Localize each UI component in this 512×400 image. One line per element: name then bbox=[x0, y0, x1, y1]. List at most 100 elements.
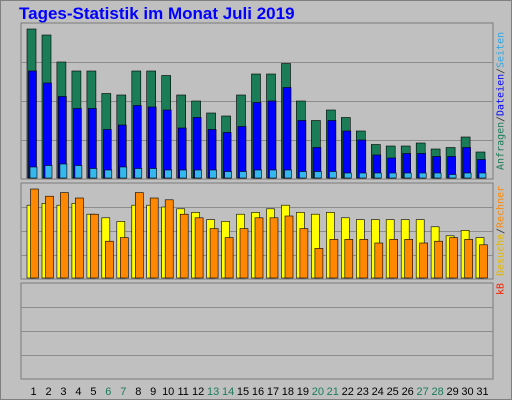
bar-rechner-18 bbox=[284, 215, 294, 279]
bar-seiten-1 bbox=[29, 166, 38, 179]
day-label-5: 5 bbox=[90, 386, 96, 398]
bar-rechner-21 bbox=[329, 239, 339, 279]
bar-seiten-21 bbox=[329, 171, 337, 179]
bar-seiten-20 bbox=[314, 171, 322, 179]
day-label-30: 30 bbox=[461, 386, 473, 398]
bar-rechner-27 bbox=[419, 242, 429, 279]
bar-rechner-13 bbox=[209, 228, 219, 279]
legend-dateien: Dateien bbox=[495, 73, 507, 117]
bar-rechner-19 bbox=[299, 228, 309, 279]
bar-rechner-16 bbox=[254, 217, 264, 279]
bar-seiten-25 bbox=[388, 172, 397, 179]
bar-seiten-23 bbox=[358, 172, 367, 179]
day-label-21: 21 bbox=[327, 386, 339, 398]
bar-rechner-10 bbox=[164, 199, 174, 279]
bar-dateien-23 bbox=[357, 139, 367, 179]
bar-dateien-17 bbox=[267, 100, 277, 179]
bar-seiten-9 bbox=[149, 168, 157, 179]
bar-dateien-14 bbox=[222, 132, 232, 179]
bar-seiten-4 bbox=[74, 165, 83, 179]
bar-rechner-26 bbox=[404, 239, 414, 279]
legend-visits: Besuche / Rechner bbox=[492, 183, 510, 279]
bar-rechner-5 bbox=[90, 213, 99, 279]
day-label-14: 14 bbox=[222, 386, 234, 398]
bar-rechner-1 bbox=[30, 188, 39, 279]
bar-dateien-10 bbox=[162, 109, 172, 179]
bar-seiten-10 bbox=[164, 169, 172, 179]
bar-seiten-27 bbox=[418, 172, 427, 179]
bar-seiten-2 bbox=[44, 165, 53, 179]
legend-rechner: Rechner bbox=[495, 185, 507, 228]
bar-dateien-15 bbox=[237, 126, 247, 179]
bar-rechner-8 bbox=[135, 192, 144, 279]
bar-seiten-24 bbox=[373, 172, 382, 179]
day-label-18: 18 bbox=[282, 386, 294, 398]
legend-requests: Anfragen / Dateien / Seiten bbox=[492, 23, 510, 179]
day-label-31: 31 bbox=[476, 386, 488, 398]
bar-rechner-24 bbox=[374, 242, 384, 279]
chart-title: Tages-Statistik im Monat Juli 2019 bbox=[19, 4, 295, 23]
bar-dateien-19 bbox=[297, 120, 307, 179]
bar-rechner-6 bbox=[105, 240, 114, 279]
bar-seiten-31 bbox=[478, 172, 487, 179]
bar-rechner-14 bbox=[224, 237, 234, 279]
bar-seiten-3 bbox=[59, 163, 68, 179]
day-label-26: 26 bbox=[402, 386, 414, 398]
bar-seiten-8 bbox=[134, 168, 143, 179]
bar-rechner-28 bbox=[434, 240, 443, 279]
bar-dateien-21 bbox=[327, 120, 337, 179]
bar-seiten-14 bbox=[224, 171, 232, 179]
bar-rechner-17 bbox=[269, 217, 279, 279]
bar-seiten-28 bbox=[433, 172, 442, 179]
bar-seiten-26 bbox=[403, 172, 412, 179]
bar-seiten-11 bbox=[179, 169, 187, 179]
day-label-24: 24 bbox=[372, 386, 384, 398]
day-label-6: 6 bbox=[105, 386, 111, 398]
day-label-3: 3 bbox=[60, 386, 66, 398]
bar-dateien-12 bbox=[192, 117, 202, 179]
bar-seiten-29 bbox=[448, 174, 457, 179]
day-label-19: 19 bbox=[297, 386, 309, 398]
day-label-9: 9 bbox=[150, 386, 156, 398]
day-label-4: 4 bbox=[75, 386, 81, 398]
bar-dateien-18 bbox=[282, 87, 292, 179]
day-label-17: 17 bbox=[267, 386, 279, 398]
day-label-16: 16 bbox=[252, 386, 264, 398]
bar-seiten-30 bbox=[463, 172, 472, 179]
legend-anfragen: Anfragen bbox=[495, 122, 507, 171]
day-label-29: 29 bbox=[446, 386, 458, 398]
bar-rechner-7 bbox=[120, 237, 129, 279]
bar-rechner-20 bbox=[314, 248, 324, 279]
bar-seiten-12 bbox=[194, 169, 202, 179]
legend-kb: kB bbox=[495, 283, 507, 296]
bar-rechner-22 bbox=[344, 239, 354, 279]
bar-seiten-16 bbox=[254, 169, 262, 179]
bar-seiten-22 bbox=[343, 172, 352, 179]
bar-rechner-9 bbox=[149, 197, 159, 279]
day-label-12: 12 bbox=[192, 386, 204, 398]
bar-seiten-7 bbox=[119, 166, 128, 179]
day-label-28: 28 bbox=[431, 386, 443, 398]
legend-separator: / bbox=[495, 227, 507, 235]
day-label-22: 22 bbox=[342, 386, 354, 398]
bar-dateien-1 bbox=[28, 70, 37, 179]
bar-dateien-8 bbox=[133, 105, 142, 179]
bar-rechner-3 bbox=[60, 192, 69, 279]
day-label-20: 20 bbox=[312, 386, 324, 398]
bar-rechner-30 bbox=[464, 239, 473, 279]
bar-seiten-19 bbox=[299, 171, 307, 179]
bar-rechner-11 bbox=[179, 213, 189, 279]
legend-seiten: Seiten bbox=[495, 31, 507, 68]
bar-seiten-5 bbox=[89, 168, 98, 179]
legend-separator: / bbox=[495, 116, 507, 123]
bar-rechner-31 bbox=[479, 244, 488, 279]
legend-separator: / bbox=[495, 67, 507, 74]
bar-dateien-2 bbox=[43, 82, 52, 179]
bar-dateien-5 bbox=[88, 108, 97, 179]
day-label-8: 8 bbox=[135, 386, 141, 398]
day-label-11: 11 bbox=[177, 386, 188, 398]
bar-rechner-2 bbox=[45, 195, 54, 279]
day-label-2: 2 bbox=[45, 386, 51, 398]
bar-dateien-9 bbox=[147, 106, 157, 179]
